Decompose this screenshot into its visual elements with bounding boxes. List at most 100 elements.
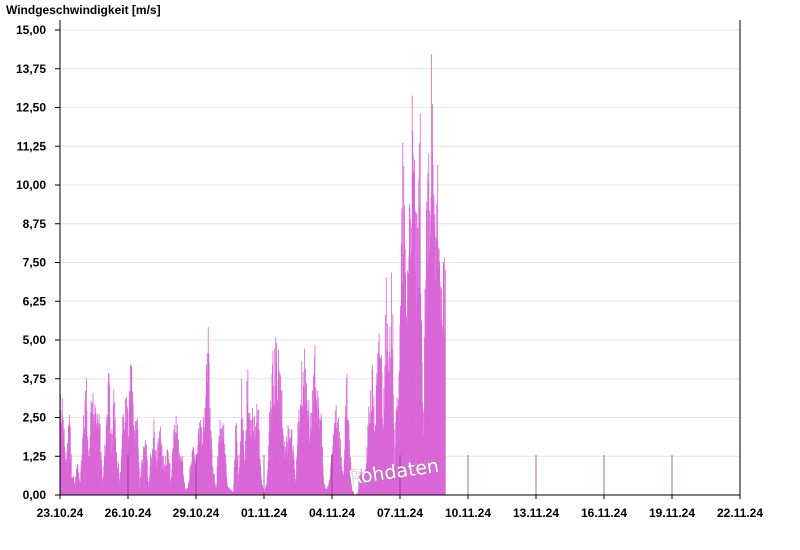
wind-bar [400,243,402,495]
wind-bar [83,415,84,495]
wind-bar [210,449,211,495]
wind-bar [393,423,395,495]
wind-bar [395,421,397,495]
wind-bar [316,420,318,495]
wind-bar [112,405,114,495]
wind-bar [252,416,254,495]
wind-bar [68,414,70,495]
wind-bar [329,479,330,495]
wind-bar [413,174,415,495]
wind-bar [408,272,409,495]
wind-bar [250,436,252,495]
wind-bar [424,336,425,495]
wind-bar [80,471,82,495]
wind-bar [268,445,270,495]
wind-bar [396,397,398,495]
wind-bar [155,457,157,495]
wind-bar [392,394,394,495]
wind-bar [237,455,239,495]
wind-bar [276,342,278,495]
wind-bar [159,431,160,495]
wind-bar [193,447,194,495]
wind-bar [281,390,283,495]
wind-bar [242,418,244,495]
wind-bar [416,214,418,496]
wind-bar [213,473,215,495]
wind-bar [168,462,170,495]
wind-bar [374,424,376,495]
wind-bar [149,475,151,495]
wind-bar [106,415,108,495]
wind-bar [185,490,187,495]
wind-bar [94,421,95,495]
wind-bar [221,441,222,495]
wind-bar [336,431,338,495]
wind-bar [201,427,203,495]
wind-bar [196,453,198,495]
wind-bar [117,467,118,495]
wind-bar [225,454,227,495]
wind-bar [374,431,375,495]
wind-bar [255,426,256,495]
wind-bar [311,412,313,495]
wind-bar [273,405,275,495]
wind-bar [146,460,148,495]
wind-bar [313,373,315,495]
wind-bar [82,433,84,495]
wind-bar [104,444,106,495]
wind-bar [230,489,232,495]
wind-bar [440,287,442,495]
wind-bar [407,299,409,495]
wind-bar [391,358,393,495]
wind-bar [216,466,218,495]
wind-bar [89,436,91,495]
wind-bar [113,421,115,495]
wind-bar [342,470,344,495]
wind-bar [112,433,114,495]
wind-bar [444,335,446,495]
wind-bar [220,428,222,495]
wind-bar [143,446,144,495]
wind-bar [135,421,136,495]
wind-bar [163,464,165,495]
wind-bar [319,420,321,495]
wind-bar [90,413,92,495]
wind-bar [417,227,419,495]
wind-bar [307,410,309,495]
wind-bar [86,436,88,495]
wind-bar [377,352,379,495]
wind-bar [222,439,224,495]
wind-bar [363,487,364,495]
wind-bar [325,488,327,495]
wind-bar [127,407,128,495]
wind-bar [299,403,301,495]
wind-bar [278,349,279,495]
wind-bar [433,195,435,496]
wind-bar [422,435,424,495]
wind-bar [414,210,416,495]
wind-bar [424,288,426,495]
wind-bar [303,402,305,495]
wind-bar [426,265,428,495]
wind-bar [81,454,83,495]
wind-bar [245,430,247,495]
wind-bar [337,421,339,495]
wind-bar [147,486,149,495]
wind-bar [294,478,296,495]
wind-bar [418,143,420,495]
wind-bar [368,412,370,495]
wind-bar [331,454,332,495]
wind-bar [315,394,316,495]
wind-bar [94,407,96,495]
wind-bar [436,240,438,495]
wind-bar [243,454,245,495]
wind-bar [116,467,118,495]
wind-bar [305,369,306,495]
wind-bar [114,418,116,495]
wind-bar [277,380,279,495]
x-tick-label: 16.11.24 [581,506,627,520]
wind-bar [429,210,431,495]
wind-bar [408,255,410,495]
wind-bar [167,450,169,495]
wind-bar [206,370,208,495]
